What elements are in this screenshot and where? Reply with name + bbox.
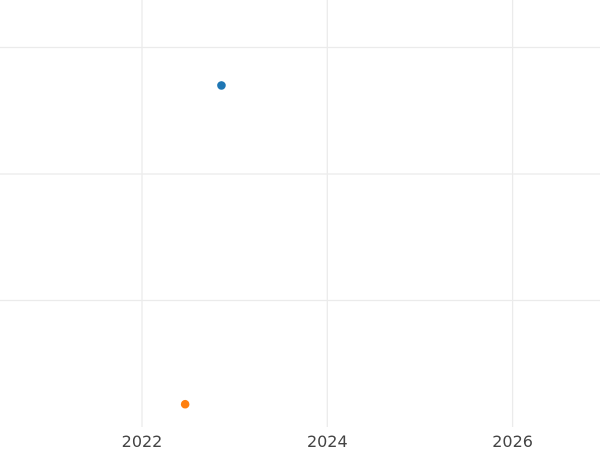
- x-axis-ticks: 2022 2024 2026: [122, 432, 533, 450]
- grid: [0, 0, 600, 427]
- x-tick-label: 2026: [492, 432, 533, 450]
- x-tick-label: 2024: [307, 432, 348, 450]
- data-point: [217, 81, 226, 90]
- data-points: [180, 81, 226, 409]
- data-point: [180, 399, 190, 409]
- x-tick-label: 2022: [122, 432, 163, 450]
